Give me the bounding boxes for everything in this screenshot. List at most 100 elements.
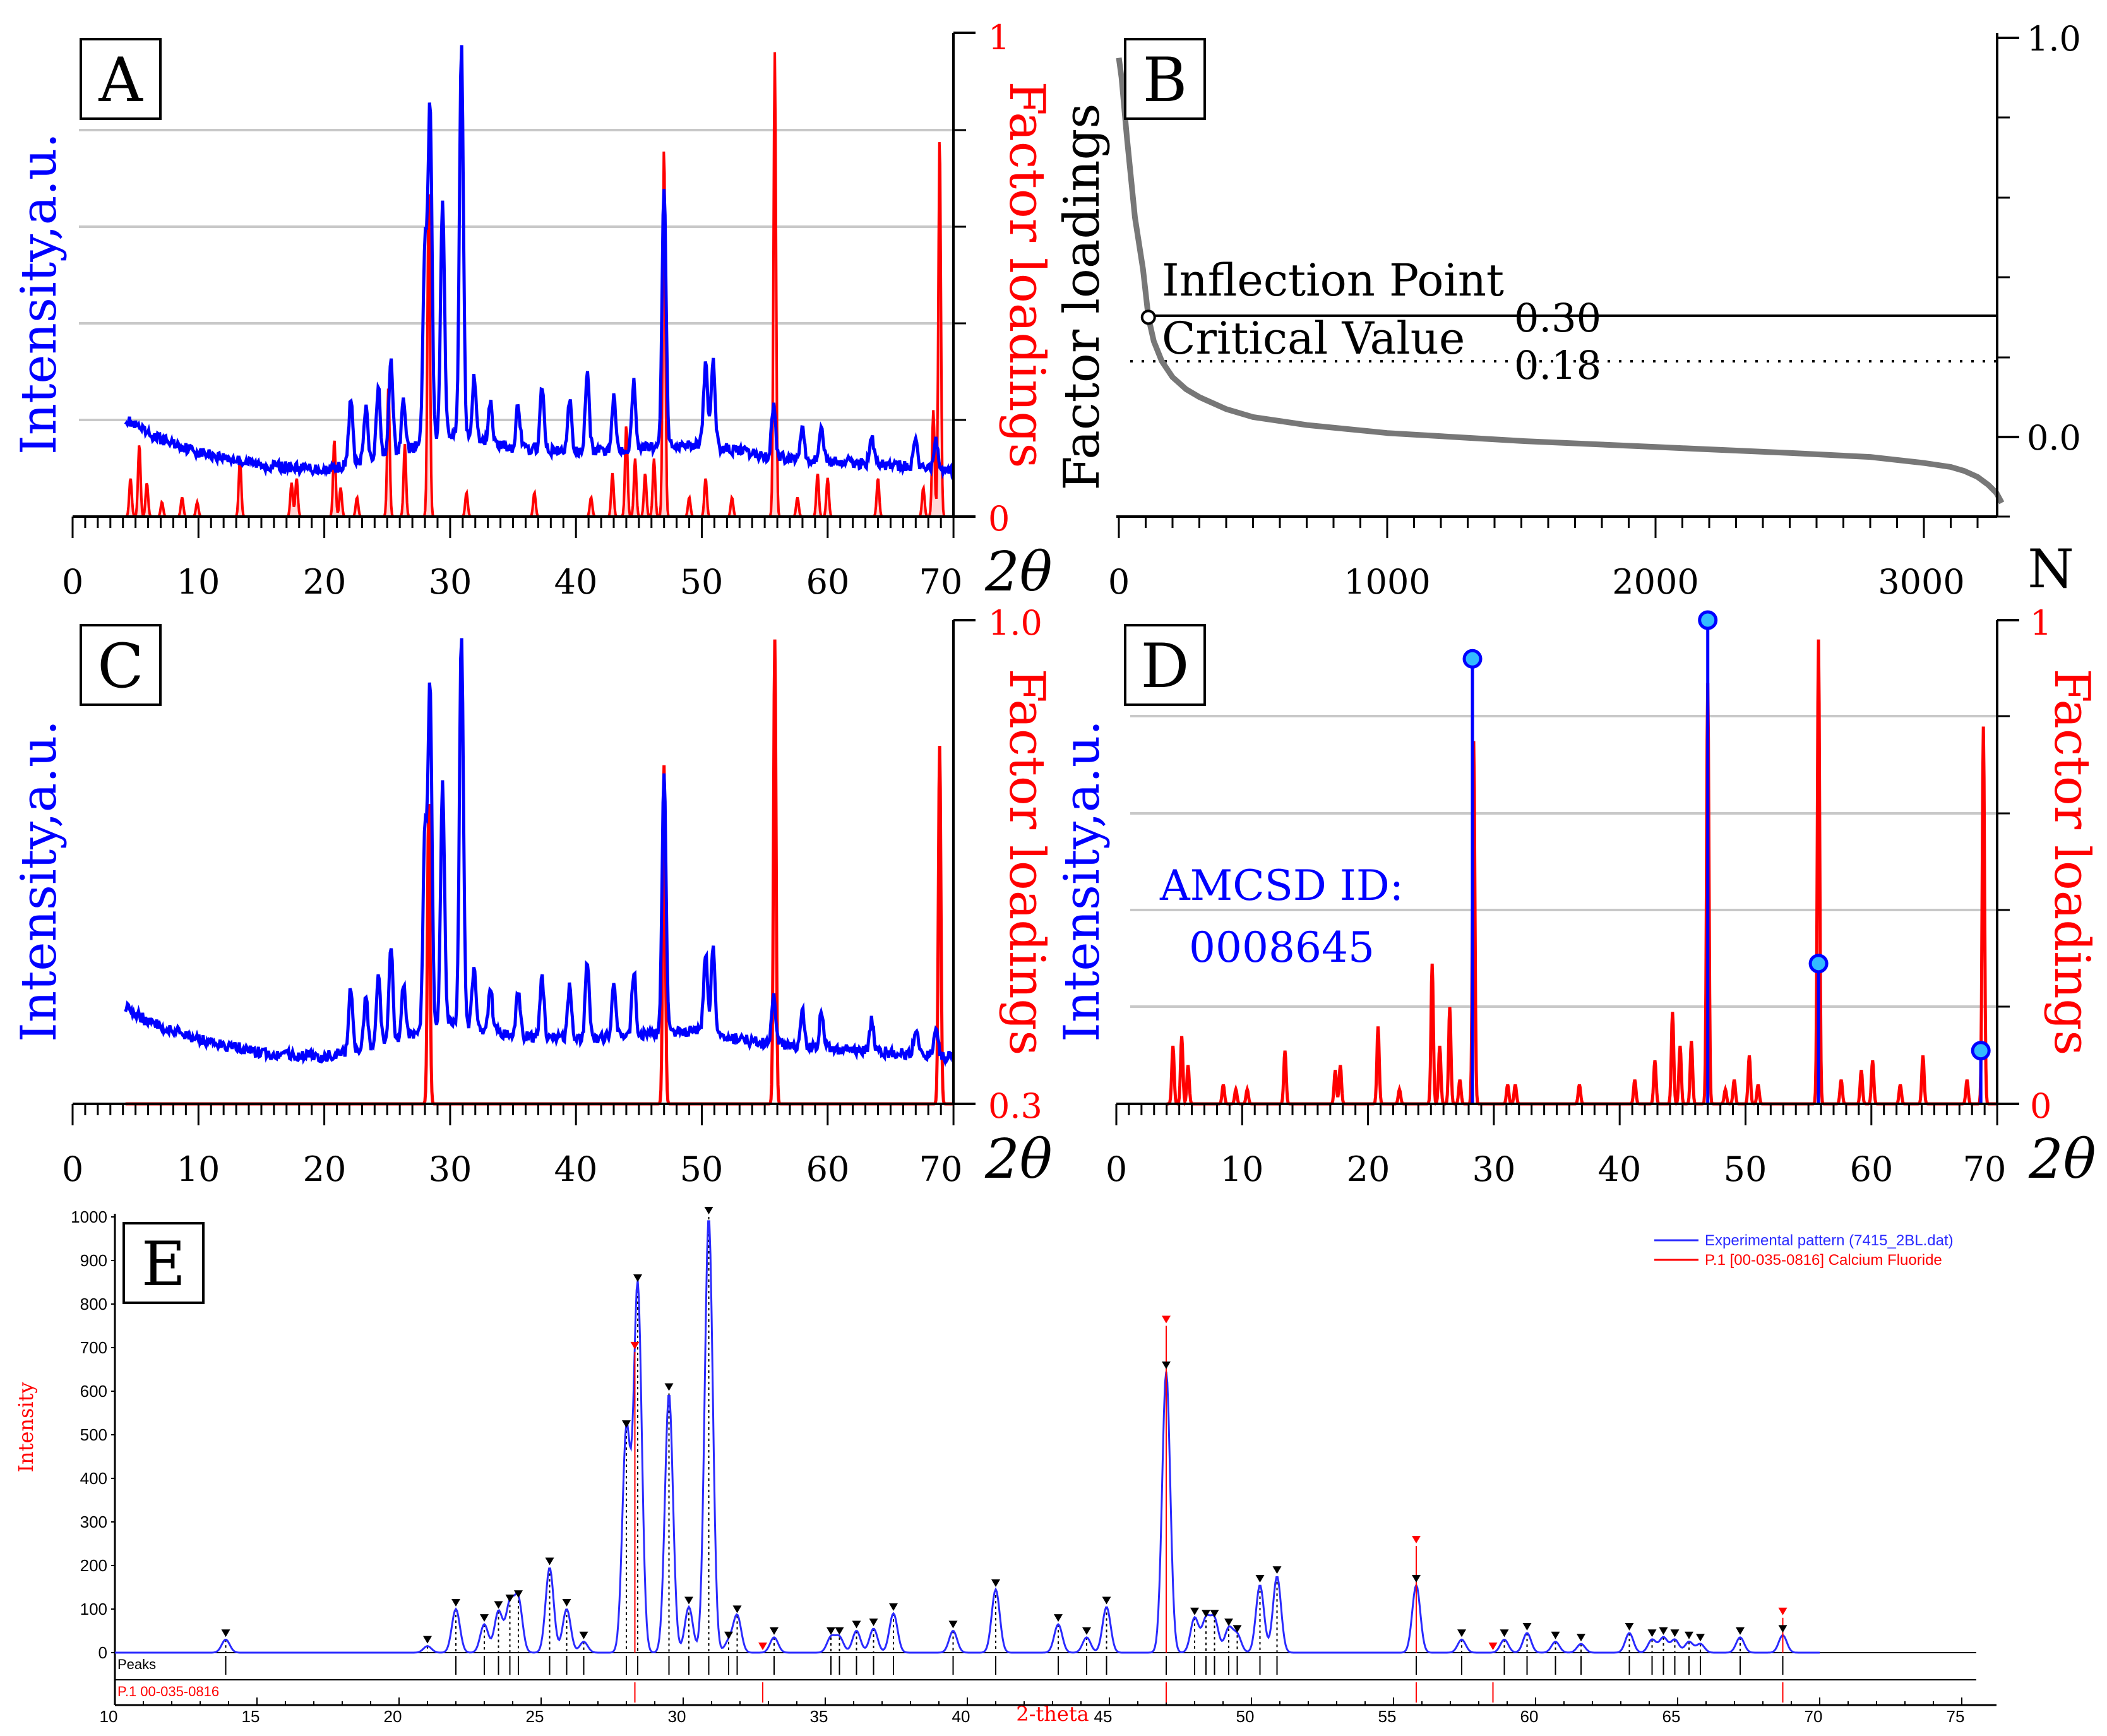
panel-a-x-tick: 20 (303, 562, 347, 602)
panel-b-factor-loadings-curve (1116, 57, 2005, 505)
panel-e-peak-marker (1778, 1625, 1788, 1633)
panel-a-x-tick: 0 (62, 562, 83, 602)
panel-e-x-axis-label: 2-theta (1016, 1702, 1089, 1726)
panel-e-peak-marker (1551, 1631, 1560, 1639)
panel-e-label-box: E (122, 1222, 205, 1304)
panel-e-x-tick: 65 (1662, 1707, 1681, 1726)
panel-e-peak-marker (732, 1605, 742, 1613)
panel-e-peak-marker (1190, 1607, 1199, 1615)
panel-c-x-tick: 30 (429, 1149, 472, 1189)
panel-a-x-tick: 70 (919, 562, 963, 602)
panel-e-y-tick: 0 (98, 1643, 107, 1662)
panel-e-peak-marker (494, 1601, 503, 1609)
panel-a-intensity-line (124, 45, 955, 481)
panel-e-peak-marker (514, 1590, 523, 1598)
panel-e-peak-marker (1412, 1575, 1421, 1583)
panel-e-peak-marker (1647, 1629, 1657, 1637)
panel-e-peak-marker (1233, 1625, 1242, 1633)
panel-a-right-tick-top: 1 (988, 18, 1010, 57)
panel-d-x-tick: 20 (1347, 1149, 1390, 1189)
panel-e-peak-marker (869, 1619, 878, 1627)
panel-d-reference-marker (1808, 954, 1829, 974)
panel-e-dashed-droplines (225, 1217, 1784, 1653)
panel-e-peak-marker (704, 1207, 713, 1214)
panel-e-y-tick: 1000 (71, 1207, 107, 1226)
panel-d-reference-marker (1462, 649, 1483, 669)
panel-e-peak-marker (991, 1579, 1000, 1587)
panel-b: Inflection Point Critical Value 0.30 0.1… (1054, 19, 2081, 602)
svg-text:E: E (141, 1229, 186, 1300)
panel-a-factor-loadings-fill (125, 52, 954, 517)
panel-d-left-axis-label: Intensity,a.u. (1054, 720, 1111, 1042)
panel-e-peak-marker (1577, 1634, 1585, 1642)
panel-c-left-axis-label: Intensity,a.u. (11, 720, 68, 1042)
panel-e-peak-row (225, 1656, 1784, 1675)
panel-e-y-tick: 100 (80, 1600, 107, 1619)
svg-text:D: D (1141, 631, 1190, 702)
panel-e-x-tick: 35 (810, 1707, 828, 1726)
panel-e-y-axis-label: Intensity (14, 1382, 38, 1472)
panel-a-x-tick: 30 (429, 562, 472, 602)
panel-e-reference-marker (1162, 1315, 1171, 1324)
panel-e-peak-marker (1736, 1627, 1745, 1635)
panel-e-peak-markers (221, 1207, 1788, 1644)
svg-text:A: A (98, 45, 143, 116)
panel-b-inflection-label: Inflection Point (1162, 254, 1504, 306)
panel-e-peak-marker (1272, 1566, 1282, 1574)
panel-e-reference-marker (1778, 1607, 1788, 1615)
panel-a-right-axis: 1 0 (952, 18, 1010, 539)
panel-e-x-ticks: 10 15 20 25 30 35 40 45 50 55 60 65 70 75 (100, 1697, 1964, 1726)
panel-e-y-tick: 500 (80, 1425, 107, 1444)
panel-a: 0 10 20 30 40 50 60 70 2θ 1 0 Intensity,… (11, 18, 1055, 604)
panel-d-reference-marker (1698, 610, 1718, 630)
panel-e-peak-marker (724, 1631, 733, 1639)
panel-e-reference-marker (630, 1341, 640, 1350)
panel-a-right-axis-label: Factor loadings (998, 81, 1055, 469)
panel-e-x-tick: 45 (1094, 1707, 1113, 1726)
panel-d-x-axis-label: 2θ (2028, 1128, 2096, 1191)
panel-c-x-tick: 50 (680, 1149, 724, 1189)
panel-e-peak-marker (1685, 1631, 1693, 1639)
panel-e-peak-marker (505, 1595, 515, 1603)
panel-b-x-tick: 1000 (1344, 562, 1430, 602)
panel-e-peak-marker (684, 1596, 693, 1605)
panel-c-x-axis-label: 2θ (984, 1128, 1053, 1191)
panel-b-right-axis: 1.0 0.0 (1996, 19, 2081, 518)
panel-d-x-tick: 0 (1106, 1149, 1127, 1189)
panel-e-y-tick: 800 (80, 1295, 107, 1314)
panel-e-ref-row-label: P.1 00-035-0816 (117, 1684, 219, 1699)
panel-b-inflection-point-marker (1140, 309, 1156, 325)
panel-c-x-axis: 0 10 20 30 40 50 60 70 2θ (62, 1103, 1053, 1191)
panel-e-peak-marker (1659, 1627, 1668, 1635)
panel-c-x-tick: 10 (177, 1149, 220, 1189)
panel-e-y-tick: 600 (80, 1382, 107, 1401)
panel-e-peak-marker (1522, 1622, 1532, 1631)
panel-e-peak-marker (1162, 1361, 1171, 1369)
panel-e-x-tick: 20 (384, 1707, 402, 1726)
panel-e-peak-marker (889, 1603, 898, 1611)
panel-d-right-tick-top: 1 (2030, 603, 2051, 643)
panel-e-x-tick: 30 (668, 1707, 686, 1726)
panel-d-reference-marker (1971, 1041, 1991, 1061)
panel-e-peak-marker (1202, 1610, 1210, 1618)
panel-e-peak-marker (948, 1620, 958, 1629)
panel-b-value-030: 0.30 (1514, 295, 1601, 341)
panel-e-peak-marker (423, 1636, 432, 1644)
panel-b-x-axis: 0 1000 2000 3000 N (1108, 515, 2074, 602)
panel-c-x-tick: 0 (62, 1149, 83, 1189)
panel-e-peak-marker (1500, 1629, 1509, 1637)
panel-a-minor-ticks (71, 517, 955, 538)
panel-e-peak-marker (1625, 1622, 1634, 1631)
panel-e-peak-marker (545, 1557, 554, 1565)
panel-c-right-axis-label: Factor loadings (998, 669, 1055, 1056)
panel-a-x-axis-label: 2θ (984, 541, 1053, 604)
panel-e-legend-experimental: Experimental pattern (7415_2BL.dat) (1705, 1232, 1954, 1249)
panel-e-x-tick: 25 (526, 1707, 544, 1726)
panel-e-peak-marker (1670, 1629, 1680, 1637)
panel-b-right-tick-top: 1.0 (2027, 19, 2081, 59)
panel-d-right-axis-label: Factor loadings (2043, 669, 2100, 1056)
panel-d-right-tick-bottom: 0 (2030, 1086, 2051, 1126)
panel-a-right-tick-bottom: 0 (988, 499, 1010, 539)
